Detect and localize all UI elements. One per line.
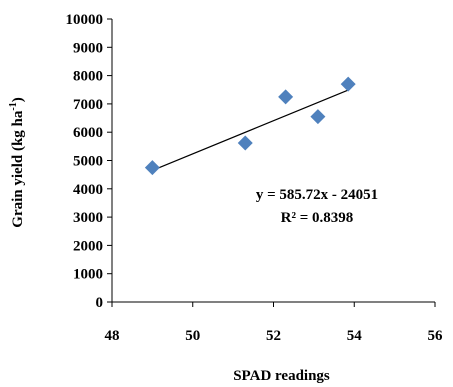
y-tick-label: 8000 (73, 69, 103, 85)
y-tick-label: 6000 (73, 125, 103, 141)
chart-text: SPAD readings Grain yield (kg ha-1) y = … (8, 12, 443, 384)
x-axis-title: SPAD readings (233, 368, 330, 384)
y-tick-label: 9000 (73, 40, 103, 56)
x-tick-label: 56 (428, 328, 444, 344)
x-tick-label: 48 (105, 328, 120, 344)
axes (107, 18, 436, 307)
y-tick-label: 7000 (73, 97, 103, 113)
y-tick-label: 4000 (73, 182, 103, 198)
data-point (340, 76, 356, 92)
y-axis-title: Grain yield (kg ha-1) (8, 97, 26, 227)
data-point (144, 160, 160, 176)
y-tick-label: 0 (96, 295, 104, 311)
y-tick-label: 3000 (73, 210, 103, 226)
trendline-equation: y = 585.72x - 24051 (256, 187, 378, 203)
trendline (152, 89, 349, 171)
trendline-layer (152, 89, 349, 171)
y-tick-label: 2000 (73, 238, 103, 254)
x-tick-label: 52 (266, 328, 281, 344)
trendline-r-squared: R² = 0.8398 (281, 210, 354, 226)
x-tick-label: 54 (347, 328, 363, 344)
data-point (237, 135, 253, 151)
y-tick-label: 5000 (73, 154, 103, 170)
x-tick-label: 50 (185, 328, 200, 344)
y-tick-label: 10000 (66, 12, 104, 28)
data-points (144, 76, 356, 176)
y-tick-label: 1000 (73, 267, 103, 283)
data-point (310, 109, 326, 125)
data-point (278, 89, 294, 105)
